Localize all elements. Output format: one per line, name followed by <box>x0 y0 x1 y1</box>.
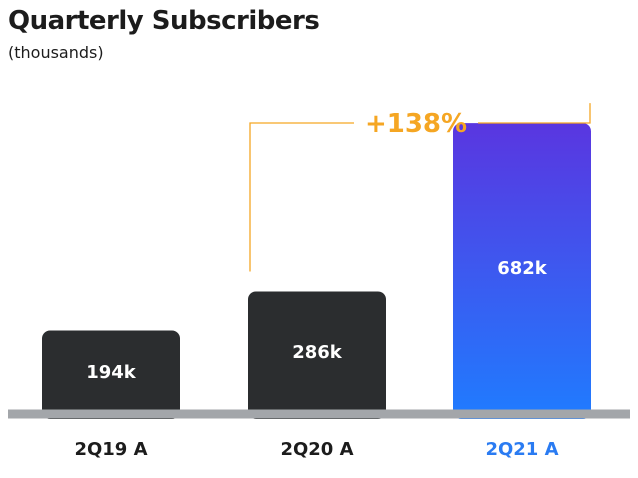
bar-2q21-a <box>453 123 591 420</box>
category-label: 2Q21 A <box>485 439 558 460</box>
category-label: 2Q20 A <box>280 439 353 460</box>
bracket-line-right <box>478 103 591 124</box>
chart-subtitle: (thousands) <box>8 43 104 62</box>
bar-2q19-a <box>42 330 180 419</box>
growth-annotation: +138% <box>365 109 467 139</box>
category-label: 2Q19 A <box>74 439 147 460</box>
bar-value-label: 682k <box>497 258 548 279</box>
chart-title: Quarterly Subscribers <box>8 6 320 36</box>
bar-value-label: 194k <box>86 362 137 383</box>
bar-2q20-a <box>248 291 386 419</box>
bar-value-label: 286k <box>292 342 343 363</box>
bracket-line-left <box>249 122 354 272</box>
